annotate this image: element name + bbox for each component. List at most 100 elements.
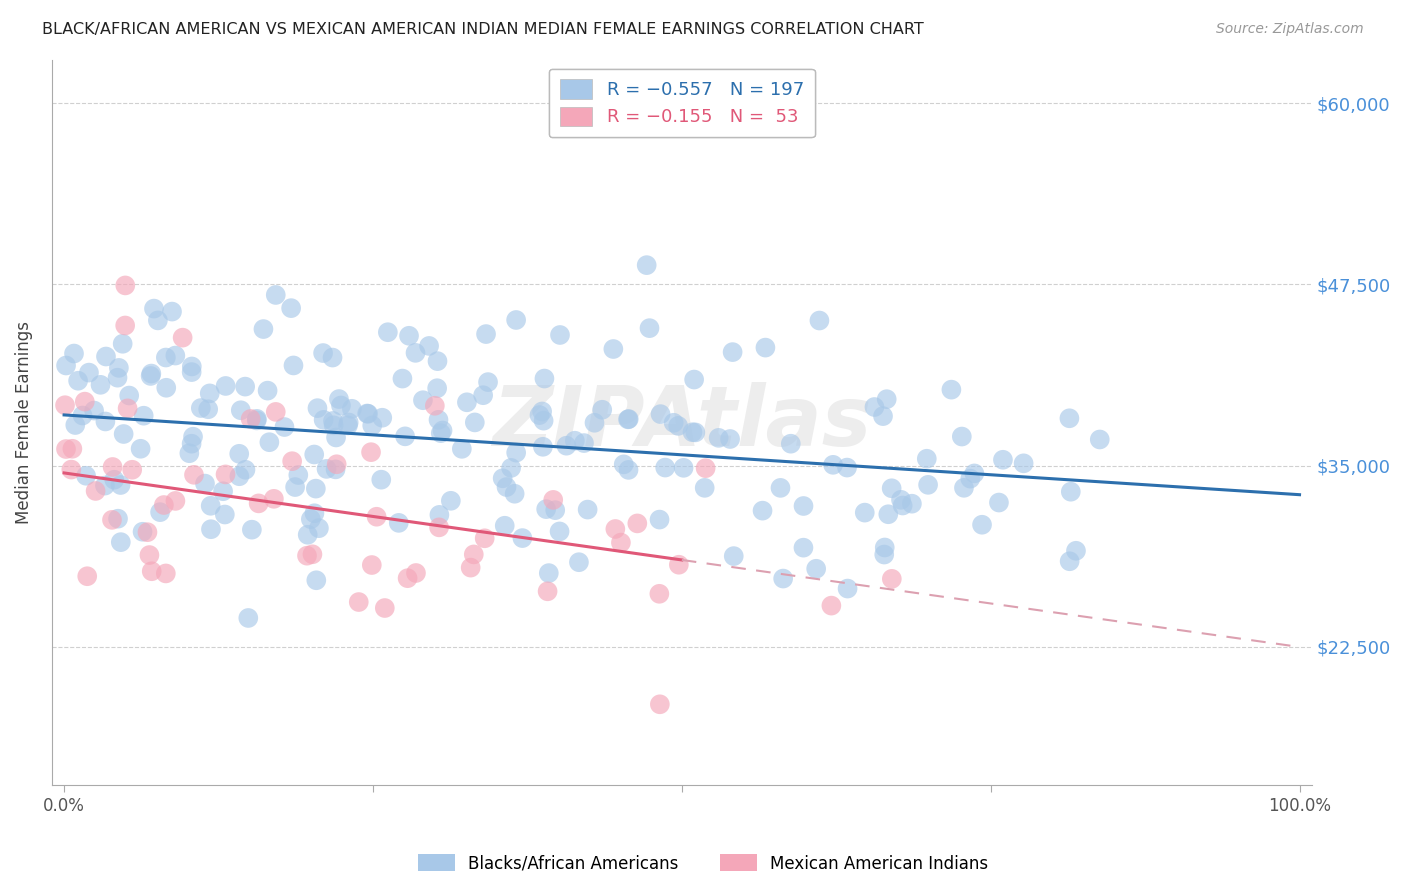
Point <box>890 492 912 507</box>
Point <box>180 359 202 374</box>
Point <box>180 436 202 450</box>
Point <box>693 481 716 495</box>
Point <box>190 401 212 415</box>
Point <box>155 381 177 395</box>
Point <box>494 518 516 533</box>
Point <box>427 520 450 534</box>
Text: Source: ZipAtlas.com: Source: ZipAtlas.com <box>1216 22 1364 37</box>
Point <box>360 445 382 459</box>
Point <box>295 549 318 563</box>
Point <box>959 472 981 486</box>
Point <box>638 321 661 335</box>
Point <box>534 502 557 516</box>
Point <box>138 548 160 562</box>
Point <box>330 399 353 413</box>
Point <box>60 462 83 476</box>
Point <box>235 463 257 477</box>
Point <box>247 496 270 510</box>
Point <box>228 447 250 461</box>
Point <box>360 558 382 572</box>
Point <box>377 325 399 339</box>
Point <box>180 365 202 379</box>
Point <box>1012 456 1035 470</box>
Point <box>792 499 814 513</box>
Point <box>495 480 517 494</box>
Point <box>107 370 129 384</box>
Point <box>583 416 606 430</box>
Point <box>83 403 105 417</box>
Point <box>1088 433 1111 447</box>
Point <box>165 494 187 508</box>
Point <box>114 318 136 333</box>
Point <box>77 366 100 380</box>
Point <box>263 491 285 506</box>
Point <box>357 407 380 421</box>
Point <box>110 535 132 549</box>
Point <box>572 436 595 450</box>
Point <box>531 440 554 454</box>
Point <box>55 442 77 456</box>
Point <box>141 564 163 578</box>
Point <box>325 457 347 471</box>
Point <box>75 468 97 483</box>
Point <box>246 412 269 426</box>
Legend: R = −0.557   N = 197, R = −0.155   N =  53: R = −0.557 N = 197, R = −0.155 N = 53 <box>548 69 814 137</box>
Point <box>503 487 526 501</box>
Point <box>132 409 155 423</box>
Point <box>429 426 451 441</box>
Point <box>200 522 222 536</box>
Point <box>876 392 898 407</box>
Point <box>304 506 326 520</box>
Point <box>463 548 485 562</box>
Point <box>505 313 527 327</box>
Point <box>308 521 330 535</box>
Point <box>371 410 394 425</box>
Point <box>280 301 302 315</box>
Point <box>155 351 177 365</box>
Point <box>1064 543 1087 558</box>
Point <box>531 404 554 418</box>
Point <box>283 359 305 373</box>
Point <box>322 414 344 428</box>
Point <box>963 467 986 481</box>
Point <box>114 278 136 293</box>
Point <box>427 413 450 427</box>
Point <box>337 416 360 430</box>
Point <box>772 572 794 586</box>
Point <box>779 436 801 450</box>
Point <box>118 388 141 402</box>
Point <box>648 512 671 526</box>
Point <box>853 506 876 520</box>
Point <box>214 379 236 393</box>
Point <box>564 434 586 448</box>
Point <box>668 558 690 572</box>
Point <box>915 451 938 466</box>
Point <box>751 503 773 517</box>
Point <box>239 412 262 426</box>
Point <box>536 584 558 599</box>
Point <box>723 549 745 563</box>
Point <box>418 339 440 353</box>
Point <box>94 478 117 492</box>
Point <box>901 497 924 511</box>
Point <box>398 328 420 343</box>
Text: ZIPAtlas: ZIPAtlas <box>492 382 872 463</box>
Point <box>891 499 914 513</box>
Point <box>302 448 325 462</box>
Point <box>721 345 744 359</box>
Point <box>605 522 627 536</box>
Point <box>73 394 96 409</box>
Point <box>450 442 472 456</box>
Point <box>505 445 527 459</box>
Point <box>155 566 177 581</box>
Point <box>179 446 201 460</box>
Point <box>112 427 135 442</box>
Point <box>181 430 204 444</box>
Point <box>264 288 287 302</box>
Point <box>238 611 260 625</box>
Point <box>880 572 903 586</box>
Point <box>312 346 335 360</box>
Point <box>149 505 172 519</box>
Point <box>325 462 347 476</box>
Point <box>917 478 939 492</box>
